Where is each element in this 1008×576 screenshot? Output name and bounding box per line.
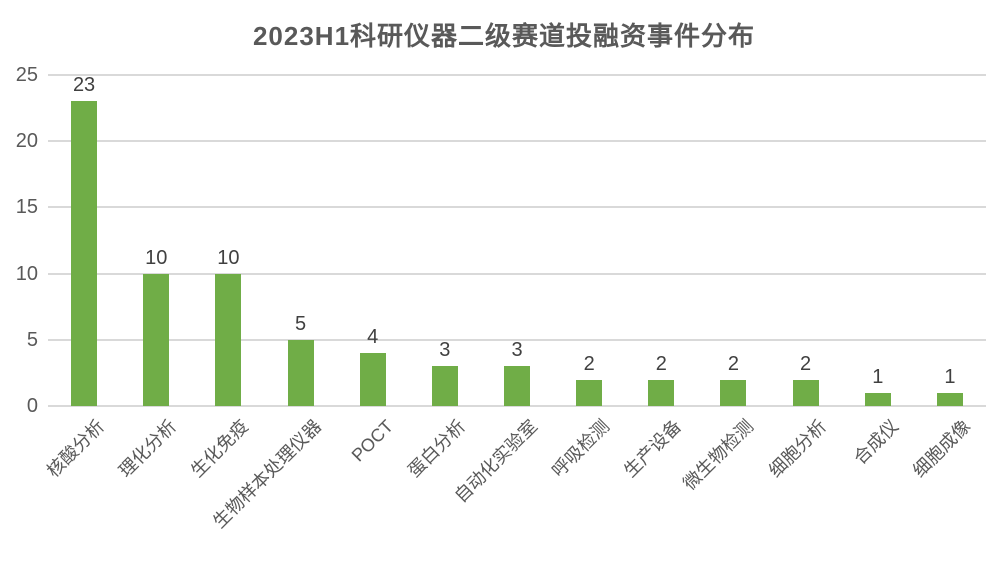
bar-value-label: 3 [439, 339, 451, 362]
y-axis-tick-label: 20 [15, 130, 38, 153]
gridline [48, 338, 986, 341]
y-axis-tick-label: 10 [15, 262, 38, 285]
bar [648, 379, 675, 406]
bar-value-label: 2 [655, 352, 667, 375]
gridline [48, 272, 986, 275]
bar [576, 379, 603, 406]
bar-value-label: 4 [367, 326, 379, 349]
bar-value-label: 10 [145, 246, 168, 269]
y-axis-tick-label: 0 [26, 395, 38, 417]
gridline [48, 74, 986, 76]
bar [720, 379, 747, 406]
bar [504, 366, 530, 406]
bar-value-label: 2 [800, 352, 812, 375]
gridline [48, 206, 986, 209]
bar [359, 353, 386, 406]
bar-value-label: 2 [727, 352, 740, 375]
bar-value-label: 1 [944, 365, 956, 388]
bar [431, 366, 458, 406]
bar-value-label: 23 [72, 74, 96, 97]
bar [936, 392, 963, 406]
bar [287, 339, 314, 406]
plot-area: 23 10 10 5 4 3 3 2 2 2 2 1 1 [48, 74, 986, 407]
y-axis-tick-label: 5 [26, 328, 38, 351]
bar [143, 273, 170, 406]
bar-value-label: 5 [294, 312, 307, 335]
y-axis-tick-label: 15 [15, 196, 38, 219]
bar-value-label: 10 [217, 246, 240, 269]
bar [71, 101, 98, 406]
bar [792, 379, 819, 406]
bar-value-label: 2 [583, 352, 595, 375]
x-axis-line [48, 405, 986, 407]
bar [215, 273, 242, 406]
bar [864, 392, 891, 406]
bar-value-label: 3 [511, 339, 523, 362]
gridline [48, 140, 986, 143]
bar-value-label: 1 [872, 365, 884, 388]
chart-title: 2023H1科研仪器二级赛道投融资事件分布 [252, 21, 756, 51]
y-axis-tick-label: 25 [15, 64, 38, 86]
